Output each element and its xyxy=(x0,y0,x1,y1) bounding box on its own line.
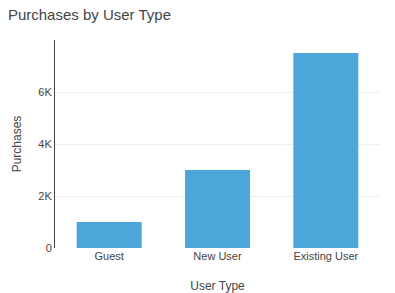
svg-text:New User: New User xyxy=(193,250,242,262)
svg-text:0: 0 xyxy=(46,242,52,254)
svg-text:6K: 6K xyxy=(38,86,52,98)
svg-text:Purchases by User Type: Purchases by User Type xyxy=(8,6,171,23)
svg-text:Purchases: Purchases xyxy=(10,116,24,173)
svg-text:Existing User: Existing User xyxy=(293,250,358,262)
svg-text:2K: 2K xyxy=(38,190,52,202)
svg-text:Guest: Guest xyxy=(94,250,123,262)
svg-text:User Type: User Type xyxy=(190,279,245,293)
svg-text:4K: 4K xyxy=(38,138,52,150)
